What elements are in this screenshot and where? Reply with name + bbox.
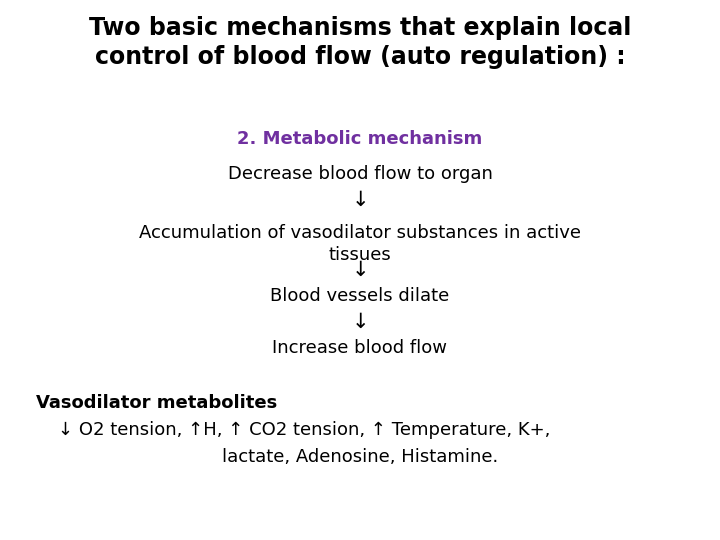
Text: ↓: ↓ xyxy=(351,190,369,210)
Text: ↓: ↓ xyxy=(351,312,369,332)
Text: lactate, Adenosine, Histamine.: lactate, Adenosine, Histamine. xyxy=(222,448,498,466)
Text: Increase blood flow: Increase blood flow xyxy=(272,339,448,357)
Text: 2. Metabolic mechanism: 2. Metabolic mechanism xyxy=(238,130,482,147)
Text: ↓ O2 tension, ↑H, ↑ CO2 tension, ↑ Temperature, K+,: ↓ O2 tension, ↑H, ↑ CO2 tension, ↑ Tempe… xyxy=(58,421,550,439)
Text: Accumulation of vasodilator substances in active
tissues: Accumulation of vasodilator substances i… xyxy=(139,224,581,264)
Text: Two basic mechanisms that explain local
control of blood flow (auto regulation) : Two basic mechanisms that explain local … xyxy=(89,16,631,69)
Text: Blood vessels dilate: Blood vessels dilate xyxy=(271,287,449,305)
Text: Decrease blood flow to organ: Decrease blood flow to organ xyxy=(228,165,492,183)
Text: ↓: ↓ xyxy=(351,260,369,280)
Text: Vasodilator metabolites: Vasodilator metabolites xyxy=(36,394,277,412)
